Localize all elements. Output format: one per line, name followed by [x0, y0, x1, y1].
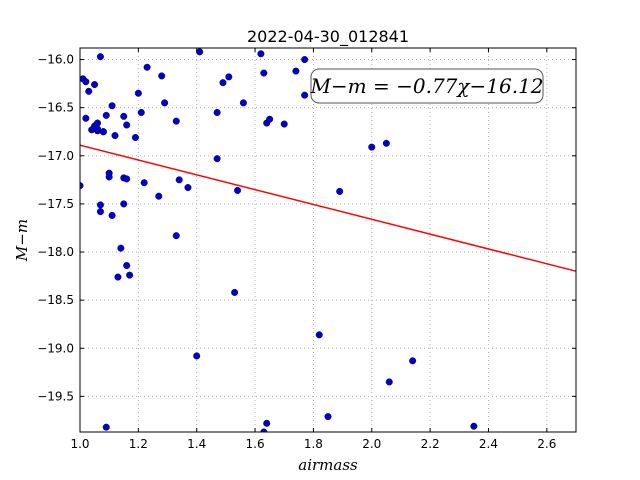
data-point: [80, 182, 84, 190]
x-tick-label: 1.8: [304, 437, 323, 451]
data-point: [105, 169, 113, 177]
y-axis-label: M−m: [13, 219, 31, 262]
data-point: [82, 78, 90, 86]
x-tick-label: 1.4: [187, 437, 206, 451]
y-tick-label: −19.0: [37, 341, 74, 355]
y-tick-label: −17.0: [37, 149, 74, 163]
x-tick-label: 1.6: [246, 437, 265, 451]
data-point: [368, 143, 376, 151]
data-point: [108, 211, 116, 219]
data-point: [175, 176, 183, 184]
x-axis-label: airmass: [298, 456, 358, 474]
x-tick-label: 1.0: [70, 437, 89, 451]
axis-ticks: 1.0 1.2 1.4 1.6 1.8 2.0 2.2 2.4 2.6 −16.0 −16.5 −17…: [37, 48, 576, 451]
equation-annotation: M−m = −0.77χ−16.12: [309, 74, 543, 98]
data-point: [266, 115, 274, 123]
data-point: [94, 125, 102, 133]
data-point: [161, 99, 169, 107]
data-point: [123, 262, 131, 270]
data-point: [120, 200, 128, 208]
y-tick-label: −18.5: [37, 293, 74, 307]
data-point: [280, 120, 288, 128]
x-tick-label: 2.4: [479, 437, 498, 451]
x-tick-label: 1.2: [129, 437, 148, 451]
data-point: [108, 102, 116, 110]
data-point: [231, 288, 239, 296]
y-tick-label: −16.5: [37, 101, 74, 115]
data-point: [120, 112, 128, 120]
data-point: [131, 134, 139, 142]
data-point: [117, 244, 125, 252]
data-point: [96, 53, 104, 61]
data-point: [137, 108, 145, 116]
data-point: [409, 357, 417, 365]
data-point: [134, 89, 142, 97]
data-point: [184, 184, 192, 192]
equation-box-frame: [310, 68, 544, 104]
y-tick-label: −17.5: [37, 197, 74, 211]
data-point: [213, 108, 221, 116]
data-point: [140, 179, 148, 187]
x-tick-label: 2.0: [362, 437, 381, 451]
data-point: [85, 87, 93, 95]
data-point: [239, 99, 247, 107]
data-point: [96, 208, 104, 216]
data-point: [102, 111, 110, 119]
y-tick-label: −19.5: [37, 389, 74, 403]
data-point: [102, 423, 110, 431]
data-point: [96, 201, 104, 209]
data-point: [260, 69, 268, 77]
data-point: [315, 331, 323, 339]
data-point: [234, 186, 242, 194]
data-point: [301, 91, 309, 99]
x-tick-label: 2.2: [421, 437, 440, 451]
data-points: [80, 48, 478, 432]
data-point: [336, 187, 344, 195]
data-point: [257, 50, 265, 58]
fit-line: [79, 144, 577, 272]
data-point: [385, 378, 393, 386]
data-point: [82, 114, 90, 122]
data-point: [158, 72, 166, 80]
fit-line-layer: [79, 144, 577, 272]
data-point: [143, 63, 151, 71]
data-point: [123, 175, 131, 183]
grid: [79, 48, 576, 432]
data-point: [470, 422, 478, 430]
x-tick-label: 2.6: [537, 437, 556, 451]
data-point: [382, 139, 390, 147]
data-point: [155, 192, 163, 200]
data-point: [324, 413, 332, 421]
data-point: [91, 81, 99, 89]
data-point: [196, 48, 204, 56]
data-point: [123, 121, 131, 129]
data-point: [260, 428, 268, 432]
data-point: [301, 56, 309, 64]
data-point: [111, 132, 119, 140]
data-point: [213, 155, 221, 163]
chart-title: 2022-04-30_012841: [247, 27, 409, 47]
data-point: [263, 419, 271, 427]
y-tick-label: −16.0: [37, 53, 74, 67]
y-tick-label: −18.0: [37, 245, 74, 259]
data-point: [114, 273, 122, 281]
data-point: [172, 117, 180, 125]
data-point: [292, 67, 300, 75]
plot-frame: [79, 47, 577, 433]
data-point: [219, 79, 227, 87]
equation-box: M−m = −0.77χ−16.12: [309, 68, 544, 104]
data-point: [126, 271, 134, 279]
data-point: [99, 128, 107, 136]
data-point: [193, 352, 201, 360]
data-point: [225, 73, 233, 81]
data-point: [172, 232, 180, 240]
